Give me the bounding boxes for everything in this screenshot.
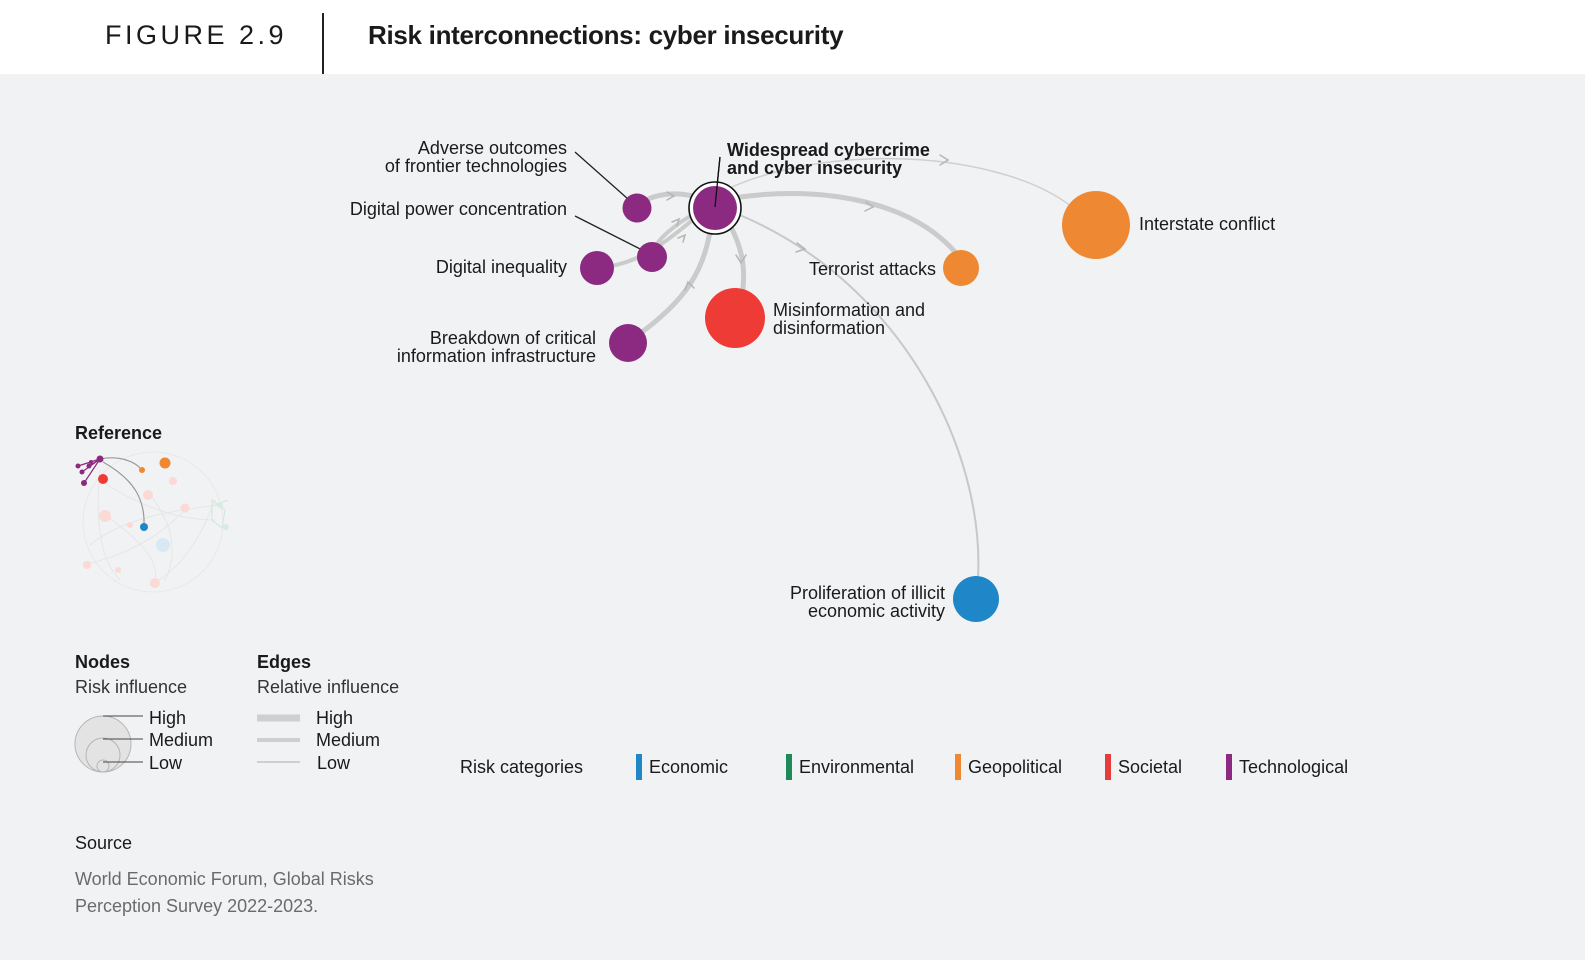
- figure-number: FIGURE 2.9: [105, 20, 288, 50]
- label-interstate-conflict: Interstate conflict: [1139, 214, 1276, 234]
- label-adverse-outcomes: Adverse outcomes of frontier technologies: [384, 138, 567, 176]
- nodes-legend-high: High: [149, 708, 187, 728]
- label-digital-inequality: Digital inequality: [435, 257, 567, 277]
- figure-title: Risk interconnections: cyber insecurity: [368, 20, 844, 50]
- source-text: World Economic Forum, Global Risks Perce…: [75, 869, 374, 916]
- label-illicit-economic: Proliferation of illicit economic activit…: [789, 583, 945, 621]
- node-widespread-cybercrime: [693, 186, 737, 230]
- category-economic: Economic: [636, 754, 728, 780]
- leader-line: [574, 215, 653, 256]
- edges-legend-high: High: [316, 708, 354, 728]
- node-adverse-outcomes: [622, 193, 652, 223]
- arrow-marker: [671, 217, 681, 227]
- arrow-marker: [939, 154, 950, 166]
- reference-title: Reference: [75, 423, 163, 443]
- category-environmental: Environmental: [786, 754, 914, 780]
- arrow-marker: [666, 191, 676, 201]
- arrow-marker: [735, 254, 747, 265]
- nodes-legend-graphic: [74, 715, 143, 773]
- node-terrorist-attacks: [943, 250, 979, 286]
- category-swatch: [786, 754, 792, 780]
- nodes-legend-low: Low: [149, 753, 183, 773]
- label-misinformation: Misinformation and disinformation: [773, 300, 926, 338]
- risk-categories-title: Risk categories: [460, 756, 584, 777]
- node-breakdown: [609, 324, 647, 362]
- edge-breakdown-central: [625, 217, 715, 345]
- category-swatch: [1105, 754, 1111, 780]
- arrow-marker: [795, 242, 807, 253]
- edge-central-misinfo: [727, 222, 747, 299]
- category-swatch: [1226, 754, 1232, 780]
- node-misinformation: [705, 288, 765, 348]
- arrow-marker: [684, 280, 695, 291]
- edge-central-terrorist: [730, 191, 959, 256]
- node-illicit-economic: [953, 576, 999, 622]
- edges-legend-low: Low: [317, 753, 351, 773]
- edges-legend-medium: Medium: [316, 730, 381, 750]
- node-digital-power: [637, 242, 667, 272]
- arrow-marker: [677, 233, 687, 243]
- label-digital-power: Digital power concentration: [349, 199, 567, 219]
- label-terrorist-attacks: Terrorist attacks: [808, 259, 936, 279]
- node-interstate-conflict: [1062, 191, 1130, 259]
- source-title: Source: [75, 833, 133, 853]
- edges-legend-subtitle: Relative influence: [257, 677, 400, 697]
- label-widespread-cybercrime: Widespread cybercrime and cyber insecurit…: [727, 140, 930, 178]
- edges-legend-graphic: [257, 714, 300, 763]
- category-technological: Technological: [1226, 754, 1348, 780]
- header-divider: [322, 13, 324, 74]
- category-geopolitical: Geopolitical: [955, 754, 1062, 780]
- category-swatch: [955, 754, 961, 780]
- edges-legend-title: Edges: [257, 652, 312, 672]
- figure-header: FIGURE 2.9 Risk interconnections: cyber …: [0, 0, 1585, 74]
- nodes-legend-title: Nodes: [75, 652, 131, 672]
- category-societal: Societal: [1105, 754, 1182, 780]
- nodes-legend-subtitle: Risk influence: [75, 677, 188, 697]
- label-breakdown: Breakdown of critical information infrast…: [396, 328, 596, 366]
- edge-central-illicit: [734, 212, 980, 579]
- arrow-marker: [864, 201, 875, 212]
- edge-central-interstate: [714, 157, 1073, 208]
- reference-thumbnail: [75, 451, 229, 593]
- nodes-legend-medium: Medium: [149, 730, 214, 750]
- category-swatch: [636, 754, 642, 780]
- node-digital-inequality: [580, 251, 614, 285]
